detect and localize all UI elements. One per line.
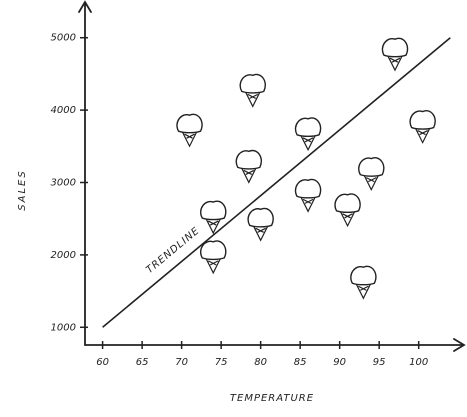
ice-cream-point (200, 200, 227, 235)
y-tick-label: 5000 (51, 33, 76, 44)
x-tick-label: 75 (215, 357, 228, 368)
ice-cream-point (294, 117, 322, 152)
x-tick-label: 90 (333, 357, 346, 368)
y-tick-label: 1000 (51, 322, 76, 333)
y-axis (78, 0, 92, 346)
ice-cream-point (350, 265, 377, 300)
ice-cream-point (176, 113, 203, 148)
scoop (235, 149, 263, 170)
ice-cream-point (409, 110, 436, 144)
scoop (239, 73, 266, 94)
x-tick-label: 100 (409, 357, 428, 368)
x-tick-label: 65 (136, 357, 149, 368)
scoop (358, 157, 385, 177)
y-tick-label: 3000 (51, 178, 76, 189)
cone (204, 256, 223, 275)
cone (338, 209, 357, 228)
scoop (247, 207, 274, 228)
ice-cream-point (294, 178, 322, 213)
x-tick-label: 95 (373, 357, 386, 368)
cone (299, 194, 318, 213)
y-axis-label: SALES (17, 169, 28, 210)
y-tick-label: 4000 (51, 105, 76, 116)
scoop (294, 178, 322, 199)
cone (180, 129, 199, 148)
scoop (200, 240, 227, 261)
ice-cream-point (381, 37, 409, 72)
x-tick-label: 85 (294, 357, 307, 368)
y-tick-label: 2000 (51, 250, 76, 261)
scoop (381, 37, 409, 58)
x-tick-label: 60 (96, 357, 109, 368)
scoop (294, 117, 322, 138)
ice-cream-point (239, 73, 266, 108)
ice-cream-point (334, 193, 361, 228)
ice-cream-point (247, 207, 274, 242)
ice-cream-point (358, 157, 385, 191)
ice-cream-point (200, 240, 227, 275)
scoop (409, 110, 436, 130)
x-axis-label: TEMPERATURE (230, 393, 314, 404)
scoop (176, 113, 203, 134)
scoop (200, 200, 227, 221)
x-tick-label: 70 (175, 357, 188, 368)
x-tick-label: 80 (254, 357, 267, 368)
trendline (102, 37, 451, 328)
ice-cream-point (235, 149, 263, 184)
scoop (350, 265, 377, 286)
cone (204, 216, 223, 235)
x-axis (84, 338, 466, 352)
scoop (334, 193, 361, 214)
